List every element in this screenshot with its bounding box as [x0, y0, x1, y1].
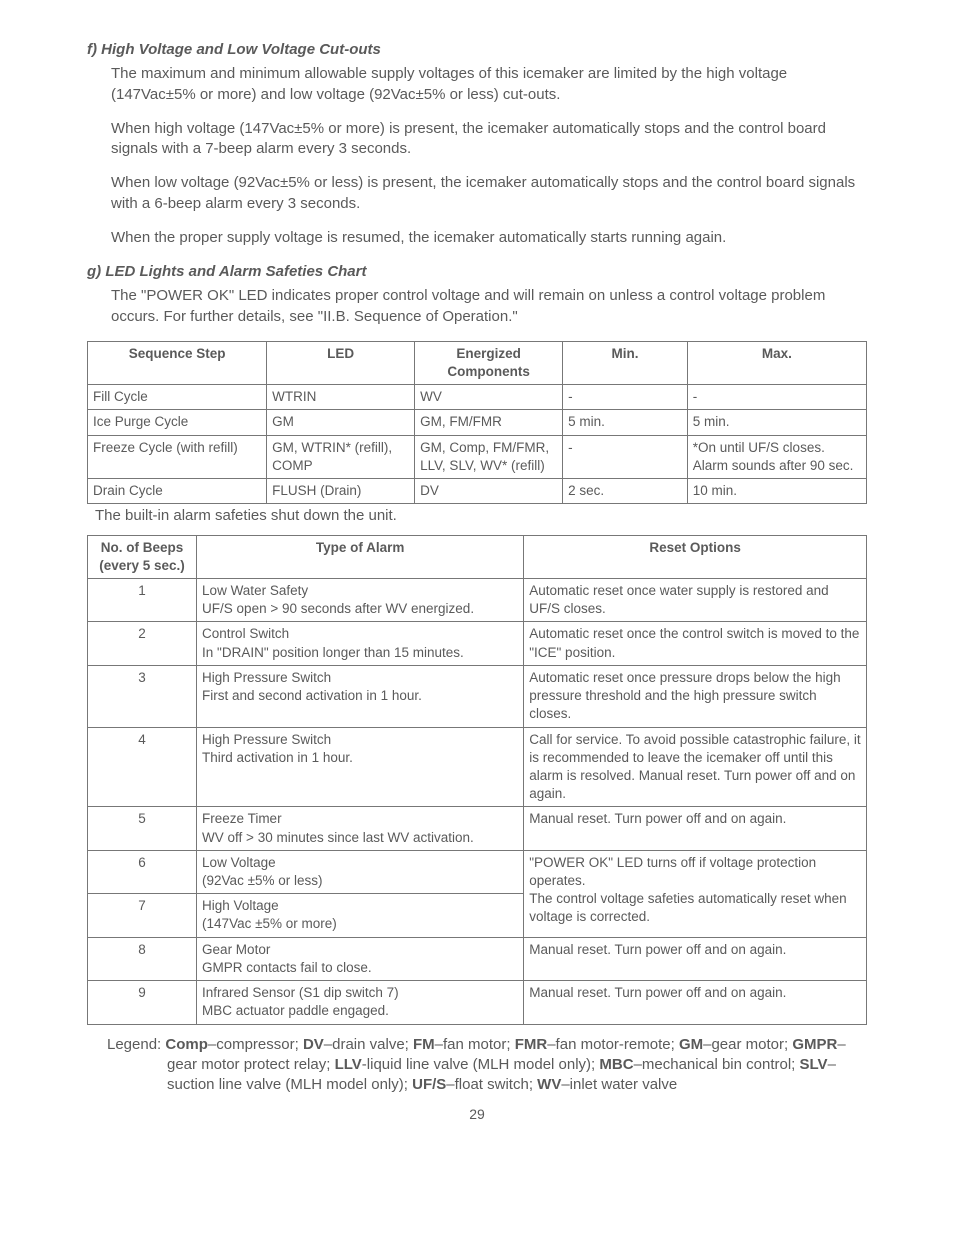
alarm-beep-count: 9 [88, 981, 197, 1024]
sequence-table-header: Max. [687, 341, 866, 384]
sequence-table-header: EnergizedComponents [415, 341, 563, 384]
legend: Legend: Comp–compressor; DV–drain valve;… [167, 1035, 867, 1096]
alarm-beep-count: 6 [88, 850, 197, 893]
alarm-table-header: Reset Options [524, 535, 867, 578]
sequence-table-cell: GM [267, 410, 415, 435]
sequence-table-cell: Freeze Cycle (with refill) [88, 435, 267, 478]
sequence-table-cell: GM, Comp, FM/FMR, LLV, SLV, WV* (refill) [415, 435, 563, 478]
safeties-note: The built-in alarm safeties shut down th… [95, 506, 867, 526]
sequence-table-header: LED [267, 341, 415, 384]
alarm-beep-count: 5 [88, 807, 197, 850]
sequence-table-cell: 2 sec. [563, 479, 688, 504]
sequence-table-cell: - [563, 385, 688, 410]
alarm-type: Low Water SafetyUF/S open > 90 seconds a… [197, 578, 524, 621]
alarm-beep-count: 4 [88, 727, 197, 807]
section-f-p1: The maximum and minimum allowable supply… [111, 64, 867, 105]
sequence-table-cell: - [687, 385, 866, 410]
alarm-reset: "POWER OK" LED turns off if voltage prot… [524, 850, 867, 937]
sequence-table-header: Min. [563, 341, 688, 384]
alarm-beep-count: 3 [88, 665, 197, 727]
alarm-type: High Pressure SwitchFirst and second act… [197, 665, 524, 727]
alarm-table-row: 4High Pressure SwitchThird activation in… [88, 727, 867, 807]
alarm-table-row: 8Gear MotorGMPR contacts fail to close.M… [88, 937, 867, 980]
sequence-table-cell: GM, FM/FMR [415, 410, 563, 435]
section-f-p4: When the proper supply voltage is resume… [111, 228, 867, 248]
sequence-table-header: Sequence Step [88, 341, 267, 384]
sequence-table-cell: FLUSH (Drain) [267, 479, 415, 504]
section-f-p2: When high voltage (147Vac±5% or more) is… [111, 119, 867, 160]
sequence-table-cell: 10 min. [687, 479, 866, 504]
section-f-title: f) High Voltage and Low Voltage Cut-outs [87, 40, 867, 60]
sequence-table-cell: Ice Purge Cycle [88, 410, 267, 435]
sequence-table: Sequence StepLEDEnergizedComponentsMin.M… [87, 341, 867, 505]
sequence-table-row: Freeze Cycle (with refill)GM, WTRIN* (re… [88, 435, 867, 478]
sequence-table-cell: Fill Cycle [88, 385, 267, 410]
alarm-reset: Manual reset. Turn power off and on agai… [524, 981, 867, 1024]
alarm-table-header: Type of Alarm [197, 535, 524, 578]
alarm-beep-count: 7 [88, 894, 197, 937]
alarm-type: Freeze TimerWV off > 30 minutes since la… [197, 807, 524, 850]
alarm-type: Low Voltage(92Vac ±5% or less) [197, 850, 524, 893]
sequence-table-cell: WTRIN [267, 385, 415, 410]
alarm-type: High Voltage(147Vac ±5% or more) [197, 894, 524, 937]
alarm-table-row: 2Control SwitchIn "DRAIN" position longe… [88, 622, 867, 665]
sequence-table-cell: DV [415, 479, 563, 504]
alarm-type: Infrared Sensor (S1 dip switch 7)MBC act… [197, 981, 524, 1024]
alarm-beep-count: 8 [88, 937, 197, 980]
alarm-table-row: 1Low Water SafetyUF/S open > 90 seconds … [88, 578, 867, 621]
alarm-reset: Manual reset. Turn power off and on agai… [524, 807, 867, 850]
section-g-p1: The "POWER OK" LED indicates proper cont… [111, 286, 867, 327]
alarm-reset: Call for service. To avoid possible cata… [524, 727, 867, 807]
alarm-type: Control SwitchIn "DRAIN" position longer… [197, 622, 524, 665]
alarm-table-row: 6Low Voltage(92Vac ±5% or less)"POWER OK… [88, 850, 867, 893]
sequence-table-cell: *On until UF/S closes. Alarm sounds afte… [687, 435, 866, 478]
alarm-reset: Automatic reset once pressure drops belo… [524, 665, 867, 727]
alarm-beep-count: 2 [88, 622, 197, 665]
section-g-title: g) LED Lights and Alarm Safeties Chart [87, 262, 867, 282]
sequence-table-row: Ice Purge CycleGMGM, FM/FMR5 min.5 min. [88, 410, 867, 435]
alarm-table-row: 9Infrared Sensor (S1 dip switch 7)MBC ac… [88, 981, 867, 1024]
sequence-table-cell: Drain Cycle [88, 479, 267, 504]
sequence-table-cell: 5 min. [563, 410, 688, 435]
alarm-beep-count: 1 [88, 578, 197, 621]
sequence-table-row: Fill CycleWTRINWV-- [88, 385, 867, 410]
sequence-table-row: Drain CycleFLUSH (Drain)DV2 sec.10 min. [88, 479, 867, 504]
section-f-p3: When low voltage (92Vac±5% or less) is p… [111, 173, 867, 214]
sequence-table-cell: - [563, 435, 688, 478]
sequence-table-cell: WV [415, 385, 563, 410]
alarm-reset: Manual reset. Turn power off and on agai… [524, 937, 867, 980]
alarm-table-row: 3High Pressure SwitchFirst and second ac… [88, 665, 867, 727]
alarm-table-row: 5Freeze TimerWV off > 30 minutes since l… [88, 807, 867, 850]
alarm-reset: Automatic reset once the control switch … [524, 622, 867, 665]
sequence-table-cell: 5 min. [687, 410, 866, 435]
alarm-table: No. of Beeps(every 5 sec.)Type of AlarmR… [87, 535, 867, 1025]
alarm-reset: Automatic reset once water supply is res… [524, 578, 867, 621]
alarm-table-header: No. of Beeps(every 5 sec.) [88, 535, 197, 578]
page-number: 29 [87, 1105, 867, 1124]
alarm-type: Gear MotorGMPR contacts fail to close. [197, 937, 524, 980]
sequence-table-cell: GM, WTRIN* (refill), COMP [267, 435, 415, 478]
alarm-type: High Pressure SwitchThird activation in … [197, 727, 524, 807]
